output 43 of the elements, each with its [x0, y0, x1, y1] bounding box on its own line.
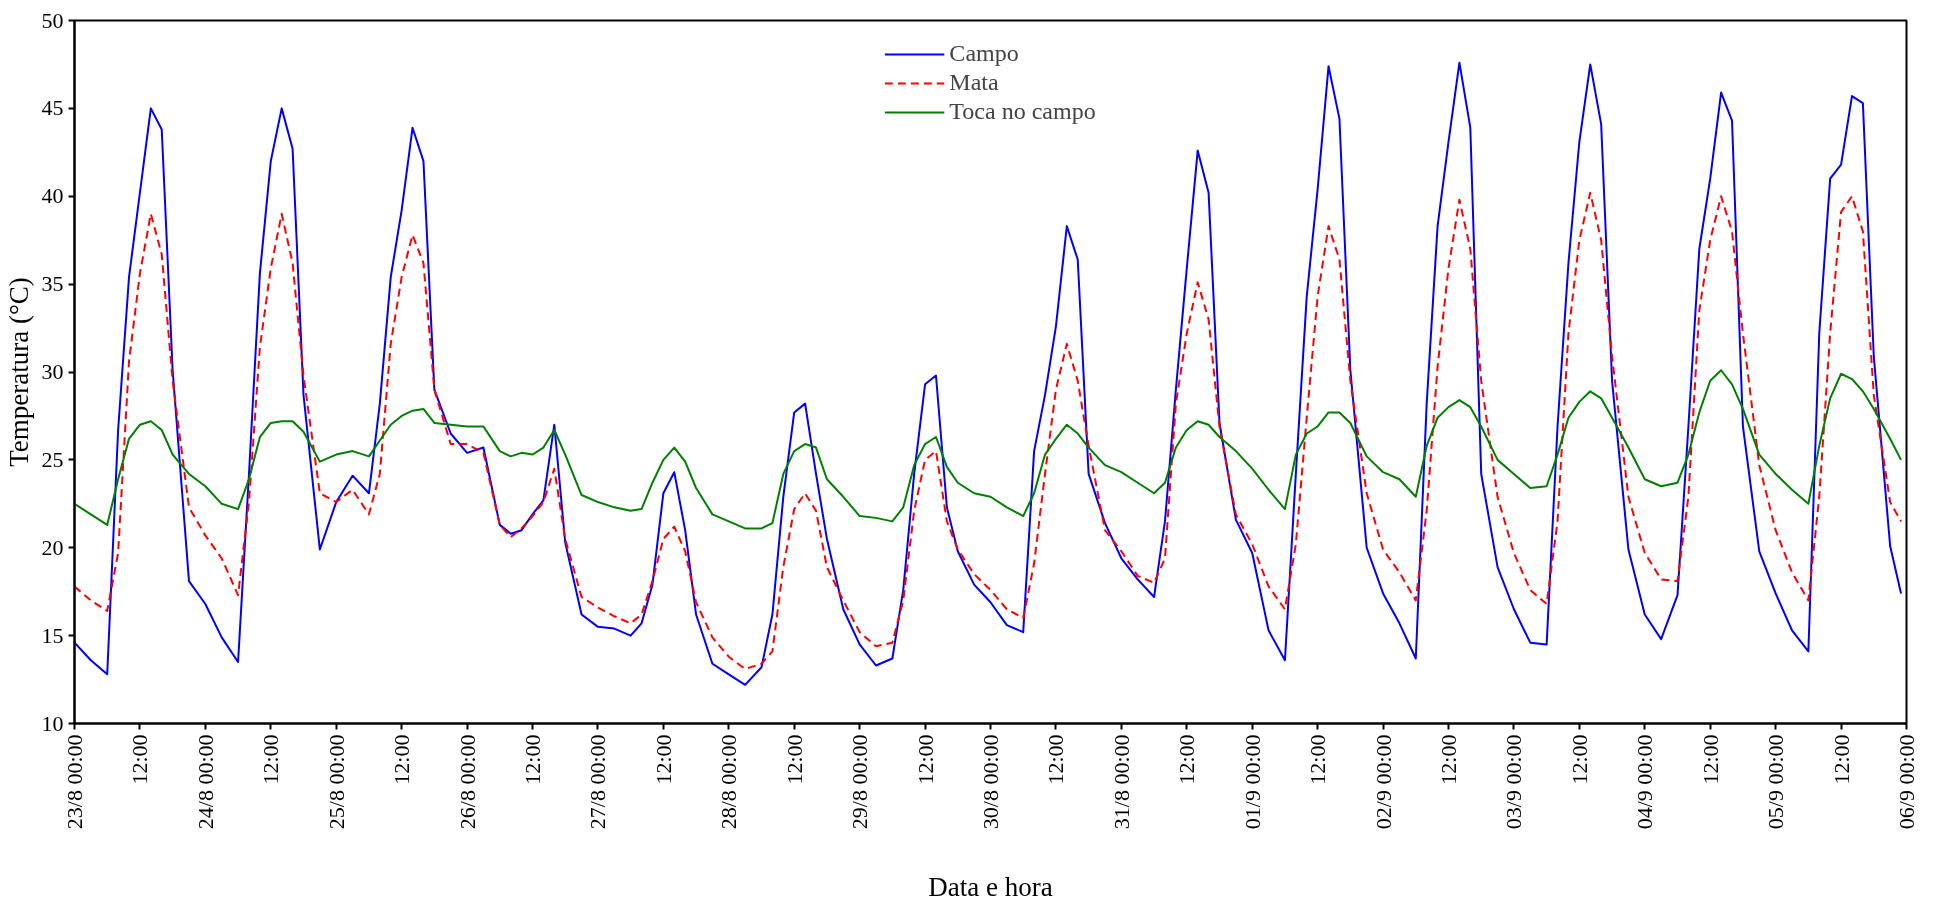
- x-tick-label: 12:00: [258, 734, 284, 785]
- x-tick-label: 26/8 00:00: [454, 734, 480, 830]
- y-tick-label: 40: [41, 183, 64, 209]
- y-tick-label: 35: [41, 271, 64, 297]
- legend-label: Campo: [949, 40, 1019, 67]
- y-tick-label: 30: [41, 359, 64, 384]
- x-tick-label: 12:00: [520, 734, 545, 785]
- x-tick-label: 27/8 00:00: [585, 734, 611, 830]
- y-tick-label: 50: [41, 7, 64, 33]
- x-tick-label: 30/8 00:00: [978, 734, 1003, 830]
- y-tick-label: 25: [41, 446, 64, 472]
- x-tick-label: 23/8 00:00: [62, 734, 87, 830]
- x-tick-label: 12:00: [1436, 734, 1461, 785]
- x-tick-label: 12:00: [1305, 734, 1331, 785]
- x-tick-label: 12:00: [1043, 734, 1069, 785]
- x-tick-label: 03/9 00:00: [1501, 734, 1527, 830]
- y-tick-label: 10: [41, 710, 64, 736]
- x-tick-label: 12:00: [650, 734, 676, 785]
- legend-label: Mata: [949, 69, 999, 96]
- y-axis-title: Temperatura (°C): [3, 277, 34, 467]
- x-tick-label: 02/9 00:00: [1370, 734, 1396, 830]
- x-tick-label: 12:00: [1174, 734, 1200, 785]
- x-tick-label: 06/9 00:00: [1894, 734, 1919, 830]
- x-axis-title: Data e hora: [928, 872, 1053, 903]
- x-tick-label: 12:00: [1697, 734, 1723, 785]
- x-tick-label: 28/8 00:00: [716, 734, 742, 830]
- x-tick-label: 12:00: [127, 734, 153, 785]
- x-tick-label: 31/8 00:00: [1108, 734, 1134, 830]
- x-tick-label: 29/8 00:00: [847, 734, 873, 830]
- x-tick-label: 05/9 00:00: [1763, 734, 1789, 830]
- x-tick-label: 12:00: [781, 734, 807, 785]
- x-tick-label: 24/8 00:00: [192, 734, 218, 830]
- x-tick-label: 25/8 00:00: [323, 734, 349, 830]
- x-tick-label: 12:00: [1566, 734, 1592, 785]
- x-tick-label: 12:00: [1828, 734, 1854, 785]
- y-tick-label: 20: [41, 534, 64, 560]
- x-tick-label: 12:00: [389, 734, 415, 785]
- x-tick-label: 04/9 00:00: [1632, 734, 1658, 830]
- y-tick-label: 45: [41, 95, 64, 121]
- x-tick-label: 01/9 00:00: [1239, 734, 1265, 830]
- x-tick-label: 12:00: [912, 734, 938, 785]
- legend-label: Toca no campo: [949, 98, 1096, 125]
- y-tick-label: 15: [41, 622, 64, 648]
